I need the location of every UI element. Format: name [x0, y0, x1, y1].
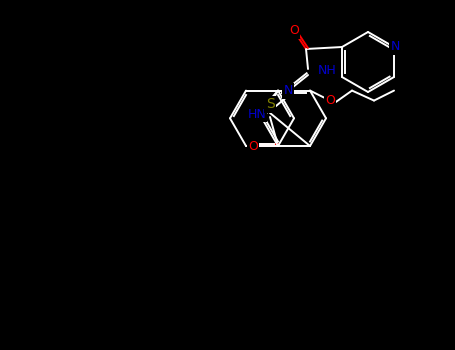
Text: N: N	[390, 41, 399, 54]
Text: HN: HN	[247, 107, 266, 120]
Text: O: O	[289, 25, 299, 37]
Text: NH: NH	[318, 64, 337, 77]
Text: O: O	[248, 140, 258, 153]
Text: N: N	[283, 84, 293, 98]
Text: S: S	[266, 97, 274, 111]
Text: O: O	[325, 94, 335, 107]
